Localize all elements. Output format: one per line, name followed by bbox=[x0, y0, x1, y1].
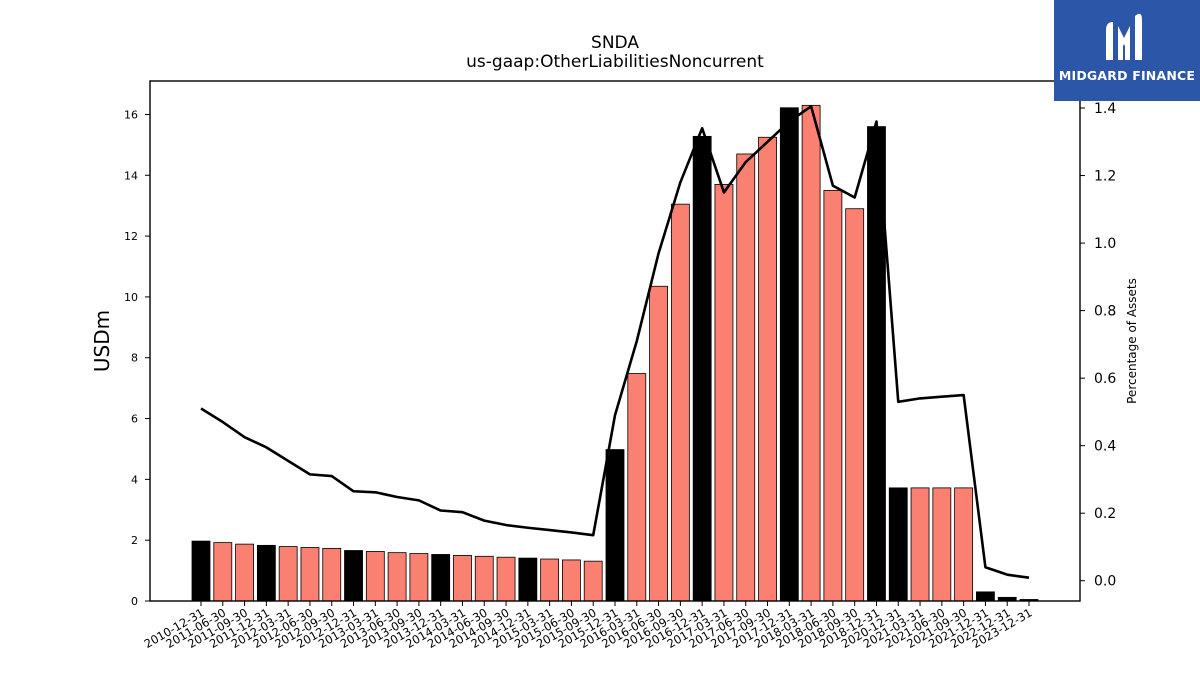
y2-tick-label: 0.4 bbox=[1094, 439, 1116, 455]
y-axis-label: USDm bbox=[90, 310, 114, 372]
brand-logo-icon bbox=[1106, 13, 1142, 60]
bar-quarterly bbox=[932, 487, 952, 602]
percentage-line-series bbox=[200, 105, 1030, 579]
y-tick-label: 6 bbox=[131, 413, 138, 426]
y-tick-label: 2 bbox=[131, 534, 138, 547]
bar-quarterly bbox=[736, 153, 756, 602]
bar-series bbox=[191, 104, 1039, 602]
bar-annual bbox=[692, 135, 712, 602]
bar-quarterly bbox=[496, 556, 516, 602]
bar-annual bbox=[191, 540, 211, 602]
chart-subtitle: us-gaap:OtherLiabilitiesNoncurrent bbox=[466, 52, 764, 72]
bar-annual bbox=[344, 550, 363, 602]
chart-title: SNDA bbox=[591, 33, 639, 53]
bar-annual bbox=[518, 557, 538, 602]
bar-quarterly bbox=[213, 542, 233, 602]
y-tick-label: 0 bbox=[131, 595, 138, 608]
y-tick-label: 10 bbox=[124, 291, 138, 304]
bar-quarterly bbox=[278, 546, 298, 602]
bar-quarterly bbox=[627, 373, 647, 602]
bar-quarterly bbox=[235, 543, 254, 602]
percentage-line bbox=[200, 105, 1030, 579]
y-tick-label: 16 bbox=[124, 108, 138, 121]
y-tick-label: 12 bbox=[124, 230, 138, 243]
brand-logo-text: MIDGARD FINANCE bbox=[1058, 68, 1196, 83]
bar-annual bbox=[256, 544, 276, 602]
bar-quarterly bbox=[474, 555, 494, 602]
bar-quarterly bbox=[954, 487, 974, 602]
bar-annual bbox=[605, 449, 625, 602]
bar-quarterly bbox=[540, 558, 560, 602]
axes: 02468101214160.00.20.40.60.81.01.21.4201… bbox=[90, 80, 1139, 651]
bar-quarterly bbox=[409, 553, 429, 602]
bar-quarterly bbox=[649, 285, 668, 602]
bar-quarterly bbox=[758, 136, 777, 602]
bar-quarterly bbox=[801, 104, 821, 602]
bar-quarterly bbox=[453, 554, 472, 602]
bar-quarterly bbox=[562, 559, 581, 602]
y-tick-label: 8 bbox=[131, 352, 138, 365]
bar-quarterly bbox=[583, 560, 603, 602]
bar-quarterly bbox=[845, 208, 865, 602]
bar-quarterly bbox=[910, 487, 930, 602]
y2-tick-label: 1.0 bbox=[1094, 236, 1116, 252]
y2-tick-label: 1.2 bbox=[1094, 169, 1116, 185]
y-tick-label: 4 bbox=[131, 473, 138, 486]
y2-tick-label: 0.8 bbox=[1094, 304, 1116, 320]
bar-quarterly bbox=[387, 552, 407, 602]
bar-quarterly bbox=[823, 190, 843, 602]
bar-quarterly bbox=[300, 547, 320, 602]
y2-tick-label: 0.0 bbox=[1094, 574, 1116, 590]
y2-axis-label: Percentage of Assets bbox=[1125, 278, 1139, 404]
bar-quarterly bbox=[322, 547, 342, 602]
y2-tick-label: 0.6 bbox=[1094, 371, 1116, 387]
bar-annual bbox=[431, 554, 451, 602]
bar-quarterly bbox=[670, 203, 690, 602]
y2-tick-label: 1.4 bbox=[1094, 101, 1116, 117]
bar-annual bbox=[976, 591, 995, 602]
bar-annual bbox=[779, 107, 799, 602]
bar-quarterly bbox=[365, 551, 385, 602]
bar-quarterly bbox=[714, 183, 734, 602]
y-tick-label: 14 bbox=[124, 169, 138, 182]
y2-tick-label: 0.2 bbox=[1094, 506, 1116, 522]
brand-logo: MIDGARD FINANCE bbox=[1054, 0, 1200, 101]
bar-annual bbox=[888, 487, 908, 602]
